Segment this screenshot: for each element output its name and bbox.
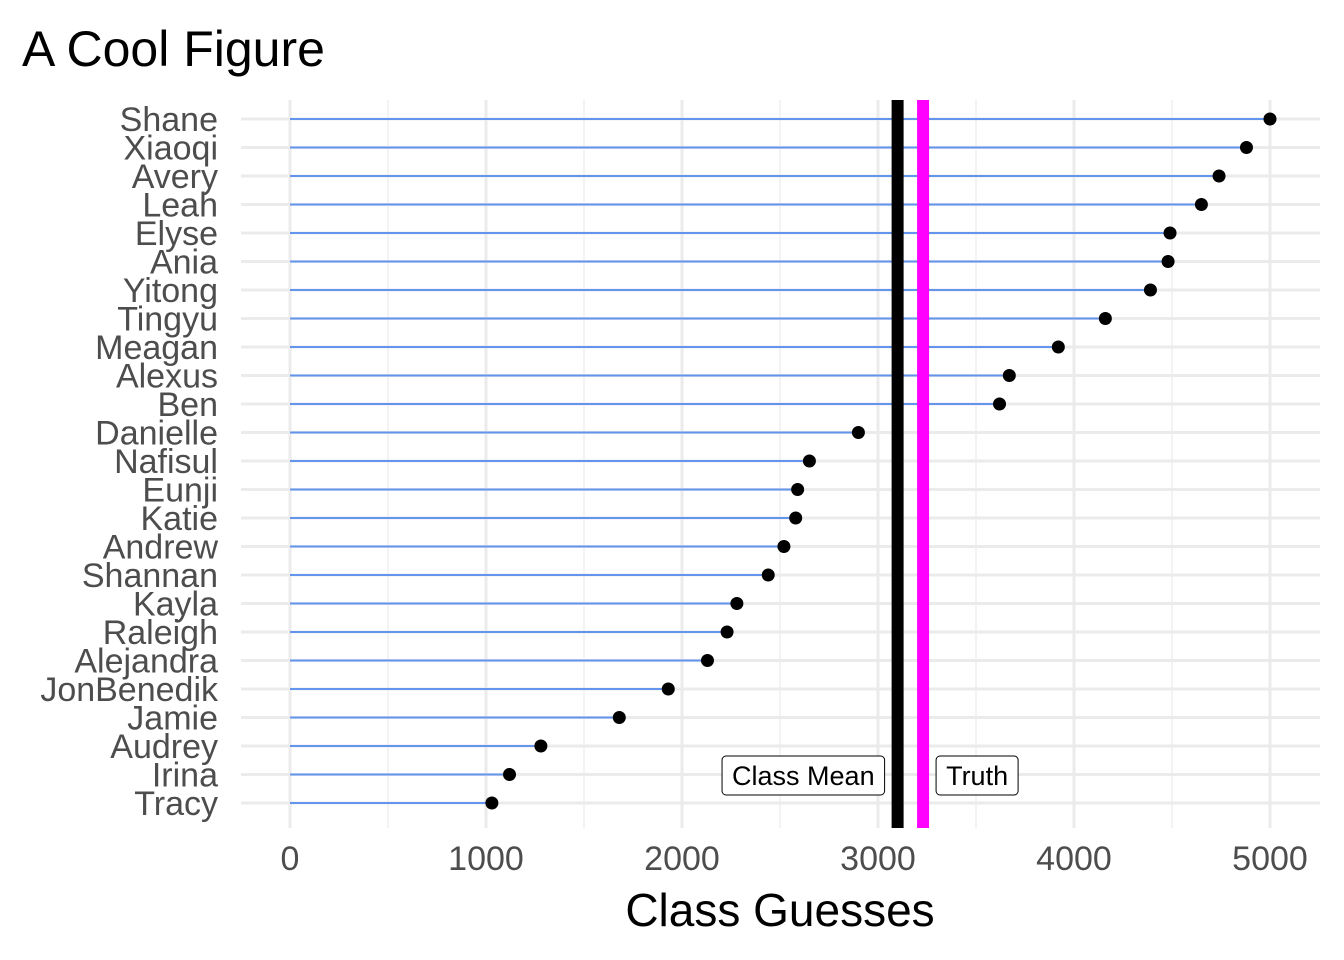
- point-Shannan: [761, 568, 775, 582]
- reference-lines: [891, 100, 930, 828]
- annotation-label: Class Mean: [732, 761, 875, 791]
- y-tick-label: Audrey: [110, 728, 218, 766]
- y-tick-label: Shannan: [82, 557, 218, 595]
- chart-title: A Cool Figure: [22, 21, 325, 77]
- y-tick-label: Jamie: [127, 700, 218, 738]
- y-tick-label: Elyse: [135, 215, 218, 253]
- y-tick-label: Nafisul: [114, 443, 218, 481]
- point-Leah: [1194, 198, 1208, 211]
- y-tick-label: Avery: [132, 158, 218, 196]
- x-axis-title: Class Guesses: [625, 884, 934, 936]
- y-tick-label: Eunji: [142, 472, 218, 510]
- x-tick-label: 3000: [840, 840, 916, 878]
- y-tick-label: Katie: [141, 500, 219, 538]
- annotations: Class Mean Truth: [721, 755, 1019, 796]
- y-tick-label: Tingyu: [117, 301, 218, 339]
- x-tick-label: 2000: [644, 840, 720, 878]
- point-Andrew: [777, 540, 791, 553]
- x-tick-label: 4000: [1036, 840, 1112, 878]
- annotation-box: [721, 755, 886, 796]
- point-JonBenedik: [661, 682, 675, 696]
- point-Jamie: [612, 711, 626, 724]
- point-Eunji: [791, 483, 805, 496]
- x-tick-label: 0: [281, 840, 300, 878]
- y-tick-label: Andrew: [103, 529, 219, 567]
- x-tick-label: 1000: [448, 840, 524, 878]
- x-axis-ticks: 0 1000 2000 3000 4000 5000: [281, 840, 1308, 878]
- y-tick-label: Danielle: [95, 415, 218, 453]
- point-Raleigh: [720, 625, 734, 639]
- y-tick-label: Irina: [152, 757, 218, 795]
- point-Nafisul: [802, 454, 816, 468]
- point-Irina: [503, 768, 517, 781]
- y-tick-label: Raleigh: [103, 614, 218, 652]
- point-Tracy: [485, 796, 499, 810]
- y-tick-label: Ben: [158, 386, 219, 424]
- y-tick-label: Xiaoqi: [123, 130, 218, 168]
- y-tick-label: Meagan: [95, 329, 218, 367]
- y-tick-label: Alejandra: [74, 643, 218, 681]
- point-Alejandra: [700, 654, 714, 667]
- point-Kayla: [730, 597, 744, 610]
- annotation-label: Truth: [946, 761, 1008, 791]
- y-tick-label: Shane: [120, 101, 218, 139]
- grid: [241, 100, 1320, 828]
- point-Danielle: [851, 426, 865, 439]
- point-Ben: [993, 397, 1007, 411]
- point-Tingyu: [1098, 312, 1112, 325]
- y-tick-label: Kayla: [133, 586, 218, 624]
- x-tick-label: 5000: [1232, 840, 1308, 878]
- point-Xiaoqi: [1239, 141, 1253, 154]
- point-Avery: [1212, 169, 1226, 183]
- y-tick-label: Tracy: [134, 785, 218, 823]
- point-Audrey: [534, 739, 548, 753]
- y-tick-label: Ania: [150, 244, 218, 282]
- point-Elyse: [1163, 226, 1177, 240]
- point-Meagan: [1051, 340, 1065, 354]
- y-tick-label: Yitong: [123, 272, 218, 310]
- y-tick-label: JonBenedik: [40, 671, 219, 709]
- lollipop-stems: [290, 118, 1270, 804]
- y-tick-label: Alexus: [116, 358, 218, 396]
- y-axis-labels: ShaneXiaoqiAveryLeahElyseAniaYitongTingy…: [40, 101, 219, 823]
- point-Katie: [789, 511, 803, 525]
- point-Shane: [1263, 112, 1277, 126]
- point-Ania: [1161, 255, 1175, 268]
- y-tick-label: Leah: [142, 187, 218, 225]
- lollipop-points: [485, 112, 1277, 810]
- annotation-box: [935, 755, 1019, 796]
- point-Alexus: [1002, 369, 1016, 382]
- point-Yitong: [1143, 283, 1157, 297]
